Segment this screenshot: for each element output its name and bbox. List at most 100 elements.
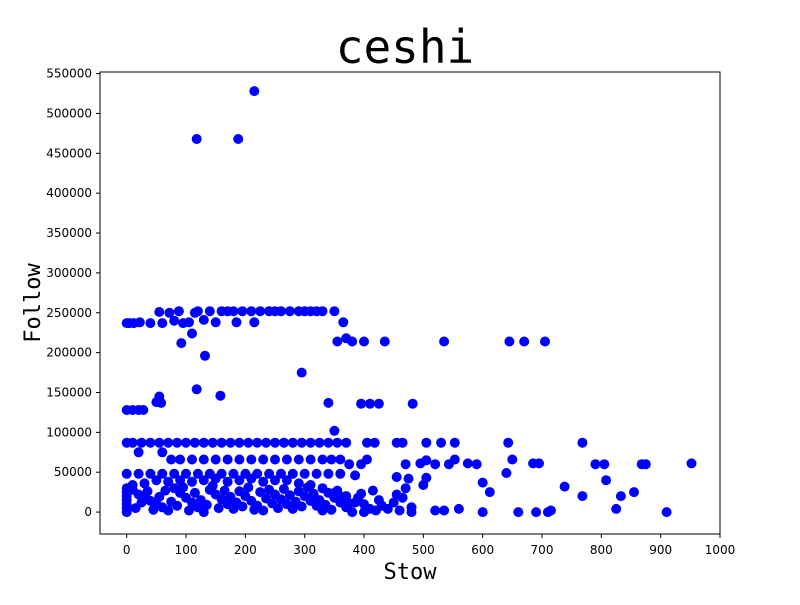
data-point xyxy=(542,507,553,518)
data-point xyxy=(178,482,189,493)
data-point xyxy=(270,437,280,448)
data-point xyxy=(278,437,289,448)
data-point xyxy=(661,507,672,518)
data-point xyxy=(305,454,316,465)
data-point xyxy=(299,468,310,479)
x-tick-label: 200 xyxy=(234,543,257,557)
data-point xyxy=(323,397,334,408)
data-point xyxy=(233,134,244,144)
data-point xyxy=(462,458,473,469)
data-point xyxy=(317,306,328,317)
data-point xyxy=(344,498,355,509)
data-point xyxy=(270,454,280,465)
y-tick-label: 400000 xyxy=(46,186,92,200)
data-point xyxy=(189,487,200,498)
data-point xyxy=(341,437,352,448)
data-point xyxy=(154,491,165,502)
x-axis-label: Stow xyxy=(384,560,438,585)
data-point xyxy=(449,437,460,448)
y-tick-label: 200000 xyxy=(46,346,92,360)
data-point xyxy=(249,86,260,97)
data-point xyxy=(201,499,212,510)
y-tick-label: 50000 xyxy=(54,465,92,479)
data-point xyxy=(501,468,512,478)
data-point xyxy=(629,487,639,498)
y-axis-label: Follow xyxy=(21,263,46,343)
data-point xyxy=(154,307,165,317)
data-point xyxy=(172,500,183,511)
data-point xyxy=(407,398,418,409)
x-tick-label: 500 xyxy=(412,543,435,557)
data-point xyxy=(252,437,263,448)
data-point xyxy=(261,437,272,448)
data-point xyxy=(477,507,488,518)
data-point xyxy=(278,484,289,494)
data-point xyxy=(507,454,518,465)
points-layer xyxy=(121,86,697,518)
data-point xyxy=(379,336,390,347)
data-point xyxy=(362,454,372,465)
data-point xyxy=(281,454,292,465)
chart-title: ceshi xyxy=(336,20,474,74)
data-point xyxy=(160,485,171,496)
data-point xyxy=(317,454,328,465)
data-point xyxy=(154,437,165,448)
data-point xyxy=(187,454,197,465)
data-point xyxy=(453,503,464,514)
data-point xyxy=(127,437,138,448)
data-point xyxy=(513,507,524,518)
data-point xyxy=(276,468,286,479)
data-point xyxy=(335,454,346,465)
data-point xyxy=(430,459,441,470)
data-point xyxy=(276,306,286,317)
x-tick-label: 300 xyxy=(293,543,316,557)
data-point xyxy=(151,475,162,486)
data-point xyxy=(284,306,295,317)
data-point xyxy=(184,505,194,516)
data-point xyxy=(192,306,203,317)
data-point xyxy=(255,487,266,498)
data-point xyxy=(258,454,269,465)
x-tick-label: 400 xyxy=(353,543,376,557)
data-point xyxy=(373,495,384,506)
data-point xyxy=(157,447,168,458)
data-point xyxy=(133,468,144,479)
data-point xyxy=(326,504,337,515)
data-point xyxy=(686,458,697,469)
data-point xyxy=(216,437,227,448)
data-point xyxy=(601,475,612,486)
data-point xyxy=(145,468,156,479)
data-point xyxy=(302,482,313,493)
data-point xyxy=(184,317,194,328)
data-point xyxy=(477,477,488,488)
data-point xyxy=(234,475,245,486)
data-point xyxy=(287,437,298,448)
data-point xyxy=(326,454,337,465)
y-tick-label: 250000 xyxy=(46,306,92,320)
data-point xyxy=(439,336,450,347)
data-point xyxy=(172,437,183,448)
y-tick-label: 0 xyxy=(84,505,92,519)
data-point xyxy=(335,468,346,479)
data-point xyxy=(350,470,361,481)
data-point xyxy=(187,328,197,339)
data-point xyxy=(228,468,239,479)
data-point xyxy=(225,437,236,448)
data-point xyxy=(373,398,384,409)
data-point xyxy=(145,318,156,329)
data-point xyxy=(421,437,432,448)
y-tick-label: 350000 xyxy=(46,226,92,240)
data-point xyxy=(246,473,257,484)
y-tick-label: 450000 xyxy=(46,146,92,160)
data-point xyxy=(332,336,343,347)
data-point xyxy=(264,468,275,479)
data-point xyxy=(403,473,414,484)
data-point xyxy=(138,405,149,415)
data-point xyxy=(191,134,202,144)
data-point xyxy=(365,398,375,409)
data-point xyxy=(219,485,230,496)
data-point xyxy=(421,455,432,466)
data-point xyxy=(400,459,411,470)
data-point xyxy=(369,437,380,448)
data-point xyxy=(136,437,147,448)
